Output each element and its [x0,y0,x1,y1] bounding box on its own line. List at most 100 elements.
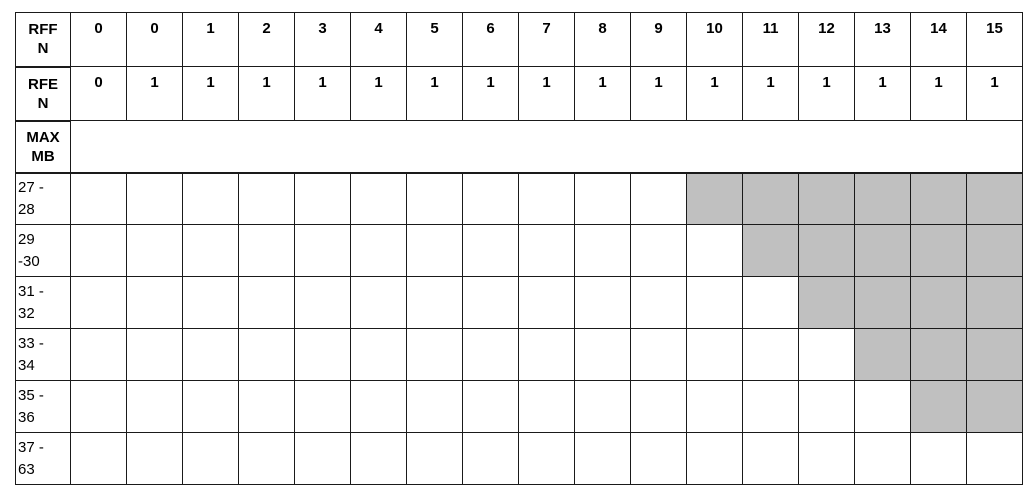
empty-cell [294,276,351,329]
rffn-value-cell: 3 [294,12,351,67]
rfen-value-cell: 1 [742,66,799,121]
shaded-cell [854,224,911,277]
rffn-value-cell: 11 [742,12,799,67]
empty-cell [238,172,295,225]
shaded-cell [742,224,799,277]
empty-cell [70,380,127,433]
empty-cell [574,328,631,381]
empty-cell [406,380,463,433]
empty-cell [406,276,463,329]
rffn-value-cell: 0 [126,12,183,67]
rffn-value-cell: 5 [406,12,463,67]
table-row: 33 - 34 [15,328,1023,381]
empty-cell [966,432,1023,485]
rfen-value-cell: 1 [462,66,519,121]
empty-cell [798,380,855,433]
rffn-label: RFF N [15,12,71,68]
shaded-cell [966,276,1023,329]
rfen-value-cell: 1 [238,66,295,121]
empty-cell [70,276,127,329]
range-label: 31 - 32 [15,276,71,329]
rfen-value-cell: 1 [294,66,351,121]
rffn-value-cell: 8 [574,12,631,67]
rfen-value-cell: 1 [182,66,239,121]
table-row: 37 - 63 [15,432,1023,485]
empty-cell [630,224,687,277]
rffn-value-cell: 2 [238,12,295,67]
shaded-cell [742,172,799,225]
empty-cell [182,276,239,329]
shaded-cell [798,224,855,277]
maxmb-row: MAX MB [15,120,1023,174]
rfen-value-cell: 1 [574,66,631,121]
rffn-value-cell: 12 [798,12,855,67]
rffn-value-cell: 0 [70,12,127,67]
empty-cell [126,276,183,329]
empty-cell [574,380,631,433]
range-label: 29 -30 [15,224,71,277]
empty-cell [126,172,183,225]
empty-cell [798,432,855,485]
shaded-cell [966,380,1023,433]
empty-cell [630,328,687,381]
table-row: 35 - 36 [15,380,1023,433]
empty-cell [518,172,575,225]
empty-cell [742,328,799,381]
empty-cell [350,432,407,485]
empty-cell [238,328,295,381]
empty-cell [686,276,743,329]
empty-cell [238,224,295,277]
empty-cell [462,380,519,433]
empty-cell [350,224,407,277]
empty-cell [126,432,183,485]
empty-cell [742,380,799,433]
rffn-value-cell: 15 [966,12,1023,67]
rfen-label: RFE N [15,66,71,122]
rfen-value-cell: 1 [406,66,463,121]
empty-cell [182,432,239,485]
shaded-cell [910,224,967,277]
empty-cell [294,224,351,277]
shaded-cell [854,276,911,329]
empty-cell [350,276,407,329]
shaded-cell [686,172,743,225]
empty-cell [350,172,407,225]
empty-cell [854,432,911,485]
empty-cell [462,224,519,277]
empty-cell [686,224,743,277]
empty-cell [294,172,351,225]
rfen-value-cell: 1 [798,66,855,121]
rffn-value-cell: 13 [854,12,911,67]
range-label: 37 - 63 [15,432,71,485]
empty-cell [630,172,687,225]
empty-cell [462,276,519,329]
empty-cell [574,172,631,225]
empty-cell [630,432,687,485]
empty-cell [294,432,351,485]
empty-cell [294,328,351,381]
empty-cell [686,328,743,381]
maxmb-span-cell [70,120,1023,174]
rfen-value-cell: 1 [630,66,687,121]
shaded-cell [798,172,855,225]
empty-cell [406,328,463,381]
shaded-cell [854,172,911,225]
range-label: 33 - 34 [15,328,71,381]
empty-cell [462,328,519,381]
maxmb-label: MAX MB [15,120,71,174]
rfen-value-cell: 1 [686,66,743,121]
shaded-cell [854,328,911,381]
empty-cell [406,432,463,485]
empty-cell [574,432,631,485]
shaded-cell [966,224,1023,277]
empty-cell [238,380,295,433]
table-row: 29 -30 [15,224,1023,277]
empty-cell [462,432,519,485]
shaded-cell [910,328,967,381]
range-label: 35 - 36 [15,380,71,433]
empty-cell [70,172,127,225]
range-label: 27 - 28 [15,172,71,225]
